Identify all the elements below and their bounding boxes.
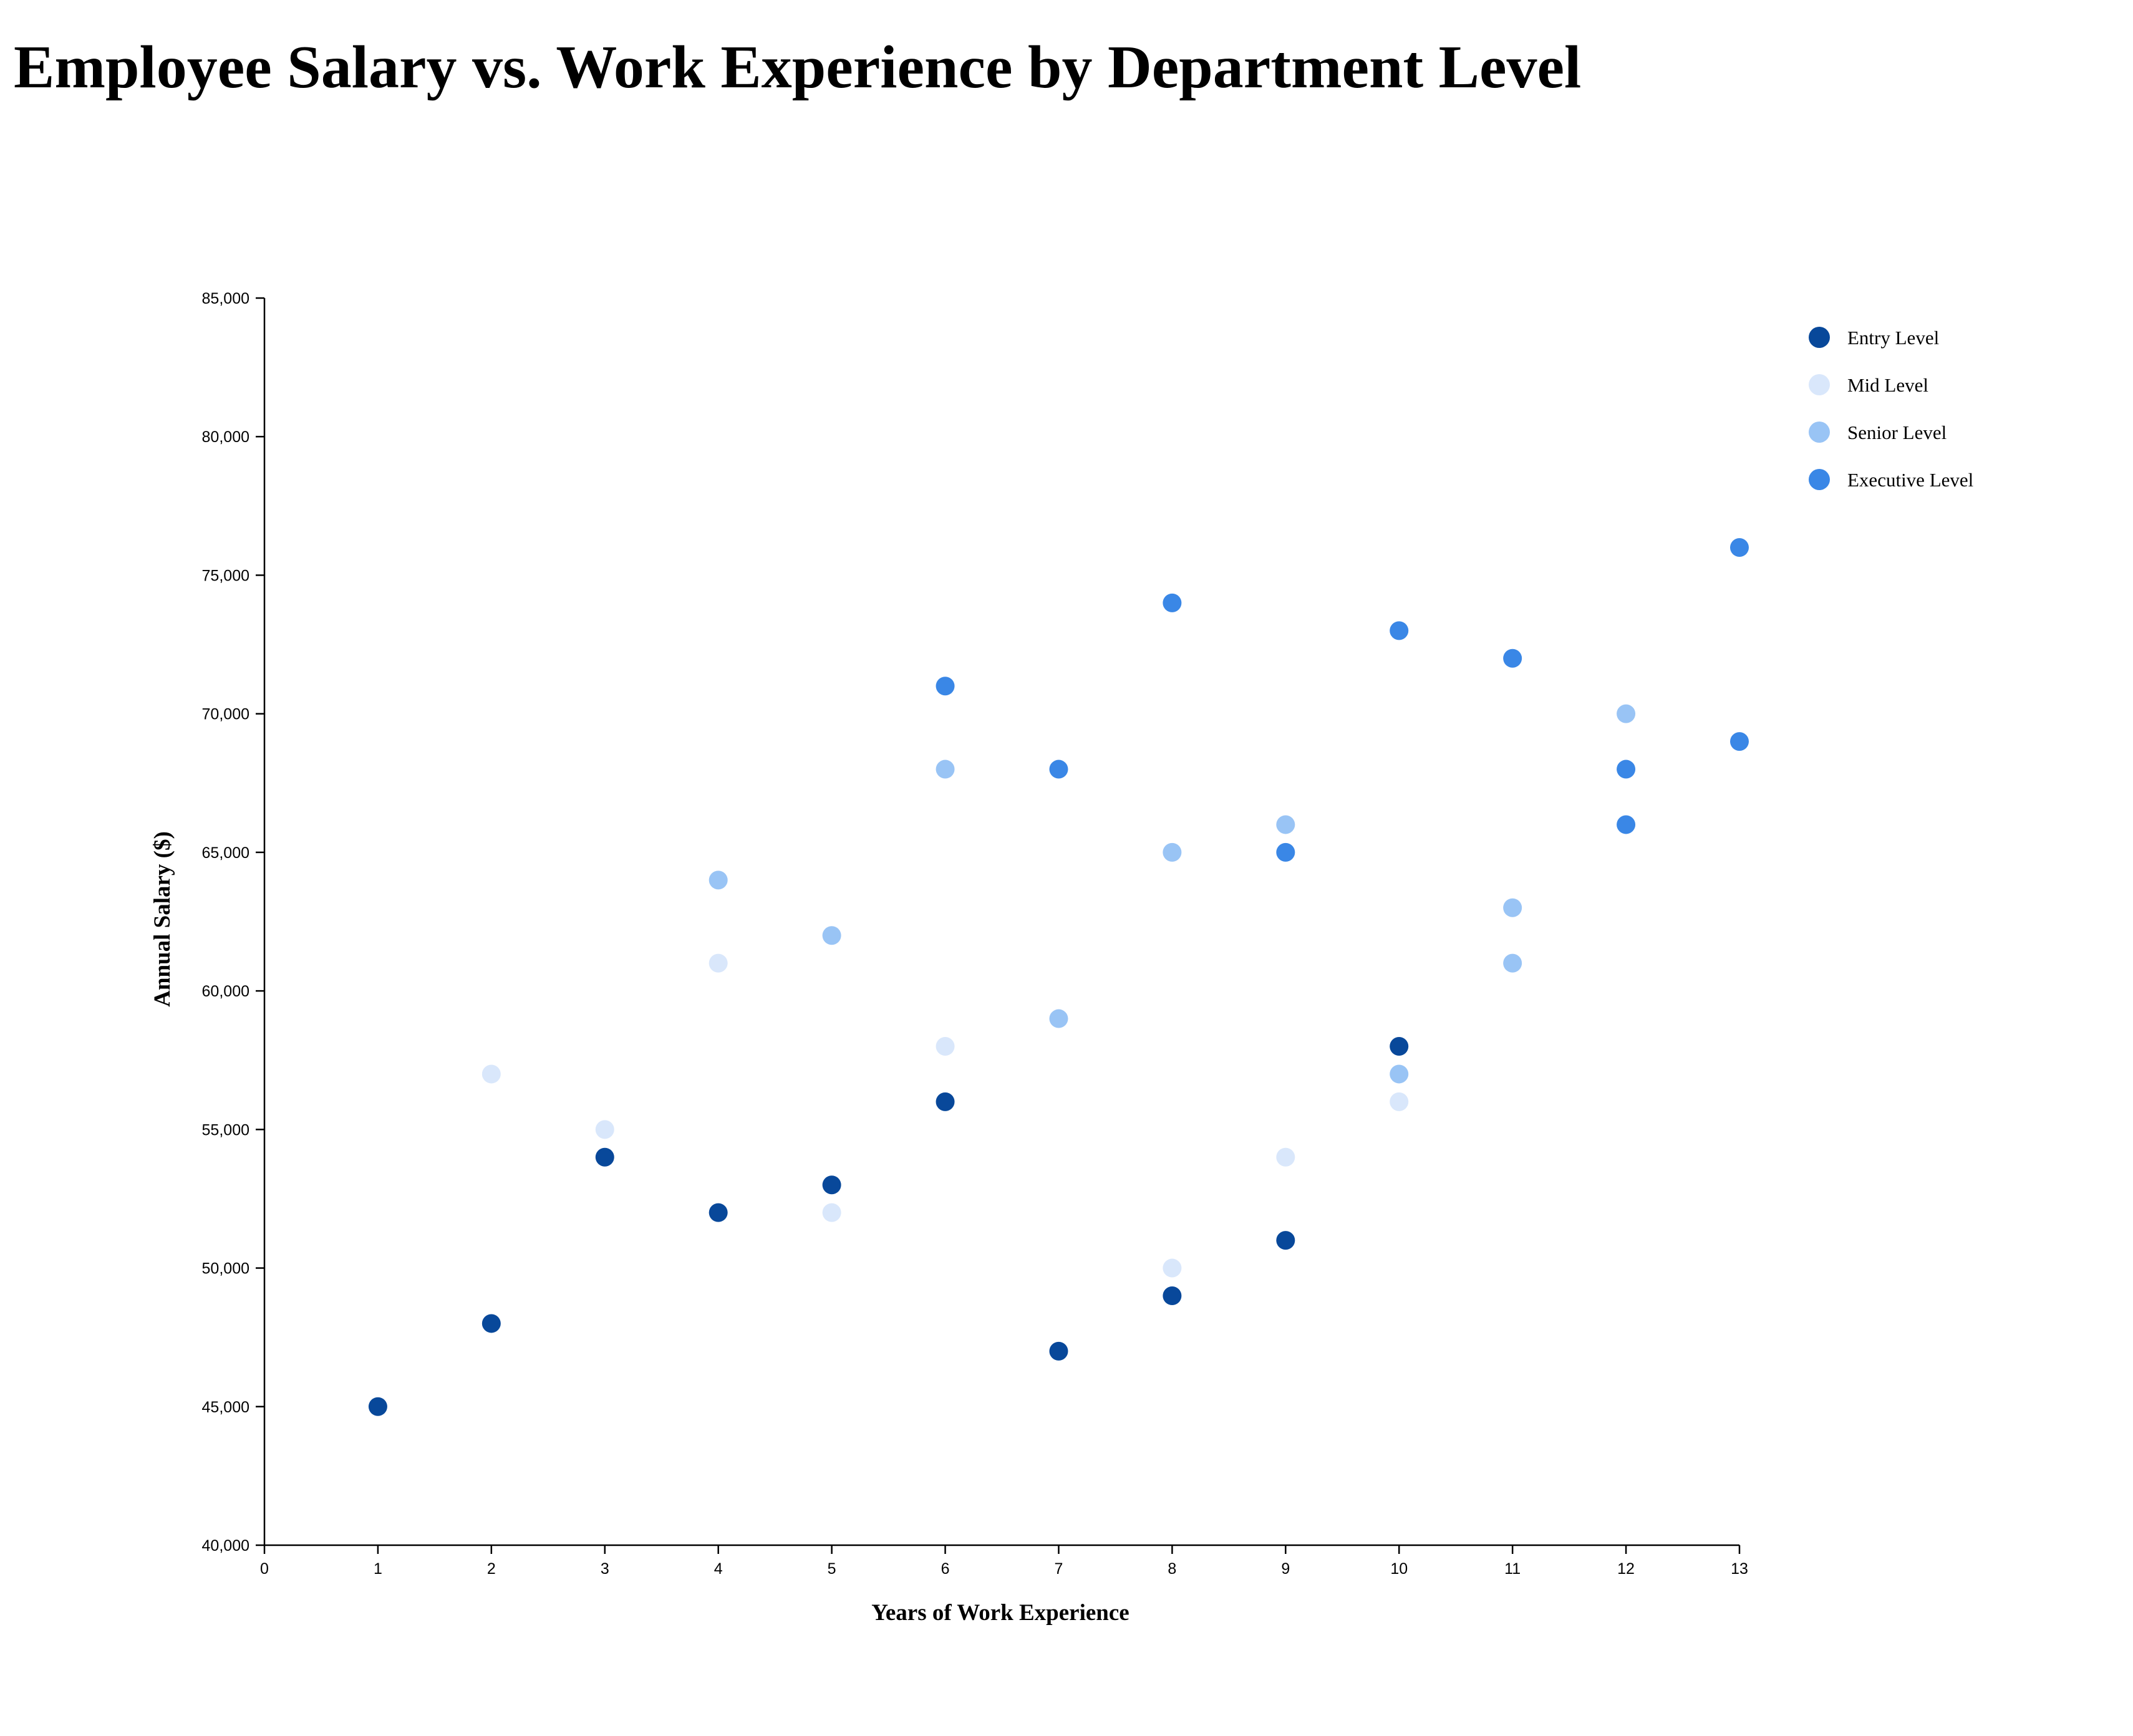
data-point-senior-level — [1617, 704, 1636, 723]
chart-title: Employee Salary vs. Work Experience by D… — [14, 34, 1582, 101]
data-point-senior-level — [1503, 898, 1522, 917]
x-tick-label: 10 — [1390, 1560, 1408, 1578]
data-point-mid-level — [822, 1203, 841, 1222]
x-tick-label: 5 — [828, 1560, 836, 1578]
data-point-senior-level — [936, 760, 955, 779]
data-point-mid-level — [936, 1037, 955, 1056]
legend-marker — [1809, 327, 1830, 348]
data-point-mid-level — [595, 1120, 614, 1139]
x-tick-label: 3 — [601, 1560, 609, 1578]
data-point-entry-level — [368, 1397, 387, 1416]
legend-marker — [1809, 422, 1830, 443]
x-tick-label: 2 — [487, 1560, 496, 1578]
data-point-executive-level — [1730, 538, 1749, 557]
legend-marker — [1809, 374, 1830, 395]
y-tick-label: 75,000 — [202, 567, 249, 584]
data-point-mid-level — [1276, 1147, 1295, 1167]
x-tick-label: 7 — [1055, 1560, 1063, 1578]
data-point-executive-level — [1163, 593, 1182, 612]
data-point-entry-level — [481, 1314, 501, 1333]
data-point-entry-level — [1390, 1037, 1409, 1056]
data-point-entry-level — [709, 1203, 728, 1222]
data-points — [368, 538, 1749, 1416]
data-point-entry-level — [1163, 1286, 1182, 1305]
y-tick-label: 85,000 — [202, 290, 249, 307]
data-point-executive-level — [1617, 815, 1636, 834]
y-tick-label: 45,000 — [202, 1399, 249, 1416]
y-tick-label: 60,000 — [202, 983, 249, 1000]
data-point-senior-level — [1390, 1064, 1409, 1084]
legend-label: Entry Level — [1847, 327, 1939, 349]
data-point-executive-level — [1617, 760, 1636, 779]
x-axis: 0 1 2 3 4 5 6 7 8 9 10 11 12 13 — [260, 1544, 1748, 1578]
data-point-executive-level — [1276, 842, 1295, 862]
data-point-mid-level — [709, 953, 728, 973]
x-tick-label: 6 — [941, 1560, 950, 1578]
data-point-executive-level — [1049, 760, 1068, 779]
x-tick-label: 1 — [374, 1560, 382, 1578]
x-tick-label: 8 — [1168, 1560, 1176, 1578]
data-point-senior-level — [822, 926, 841, 945]
data-point-senior-level — [709, 870, 728, 890]
y-tick-label: 40,000 — [202, 1537, 249, 1555]
legend-marker — [1809, 469, 1830, 490]
data-point-entry-level — [1049, 1341, 1068, 1361]
legend-label: Mid Level — [1847, 374, 1928, 396]
data-point-entry-level — [822, 1175, 841, 1195]
data-point-senior-level — [1276, 815, 1295, 834]
legend: Entry Level Mid Level Senior Level Executiv… — [1809, 327, 1973, 491]
legend-label: Executive Level — [1847, 469, 1973, 491]
data-point-senior-level — [1503, 953, 1522, 973]
y-axis: 40,000 45,000 50,000 55,000 60,000 65,000 70,0… — [202, 290, 266, 1555]
data-point-executive-level — [936, 677, 955, 696]
y-tick-label: 65,000 — [202, 844, 249, 862]
data-point-senior-level — [1049, 1009, 1068, 1028]
y-axis-title: Annual Salary ($) — [150, 831, 175, 1007]
data-point-entry-level — [936, 1092, 955, 1111]
y-tick-label: 55,000 — [202, 1121, 249, 1139]
x-tick-label: 11 — [1504, 1560, 1521, 1578]
data-point-mid-level — [1390, 1092, 1409, 1111]
x-axis-title: Years of Work Experience — [871, 1600, 1129, 1626]
x-tick-label: 13 — [1731, 1560, 1748, 1578]
x-tick-label: 4 — [714, 1560, 723, 1578]
data-point-executive-level — [1730, 732, 1749, 751]
data-point-executive-level — [1503, 649, 1522, 668]
y-tick-label: 80,000 — [202, 428, 249, 446]
legend-label: Senior Level — [1847, 422, 1947, 443]
y-tick-label: 70,000 — [202, 706, 249, 723]
data-point-entry-level — [1276, 1231, 1295, 1250]
data-point-mid-level — [1163, 1258, 1182, 1278]
x-tick-label: 0 — [260, 1560, 269, 1578]
data-point-mid-level — [481, 1064, 501, 1084]
data-point-senior-level — [1163, 842, 1182, 862]
y-tick-label: 50,000 — [202, 1260, 249, 1278]
x-tick-label: 9 — [1281, 1560, 1290, 1578]
x-tick-label: 12 — [1617, 1560, 1635, 1578]
data-point-executive-level — [1390, 621, 1409, 640]
data-point-entry-level — [595, 1147, 614, 1167]
